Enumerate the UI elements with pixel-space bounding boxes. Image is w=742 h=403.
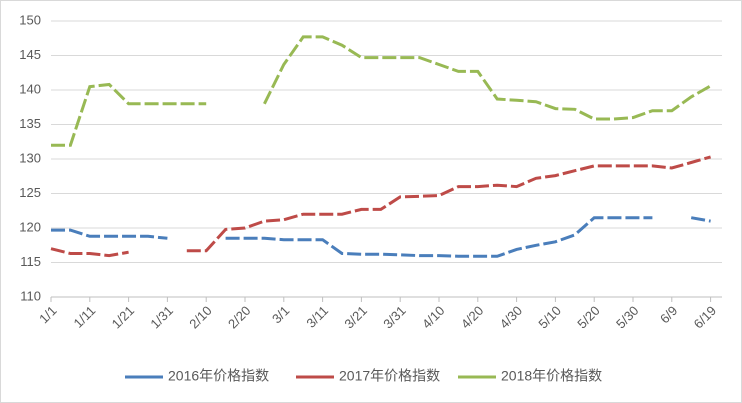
line-series	[50, 155, 712, 258]
legend-label: 2018年价格指数	[501, 368, 602, 384]
legend-label: 2016年价格指数	[168, 368, 269, 384]
y-tick-label: 130	[19, 150, 41, 165]
y-tick-label: 125	[19, 185, 41, 200]
legend-label: 2017年价格指数	[339, 368, 440, 384]
y-tick-label: 150	[19, 12, 41, 27]
y-tick-label: 115	[20, 254, 41, 269]
y-tick-label: 145	[19, 47, 41, 62]
line-series	[51, 35, 712, 147]
y-tick-label: 120	[19, 219, 41, 234]
y-tick-label: 140	[19, 81, 41, 96]
y-tick-label: 135	[19, 116, 41, 131]
line-series	[51, 216, 711, 258]
y-tick-label: 110	[20, 288, 41, 303]
